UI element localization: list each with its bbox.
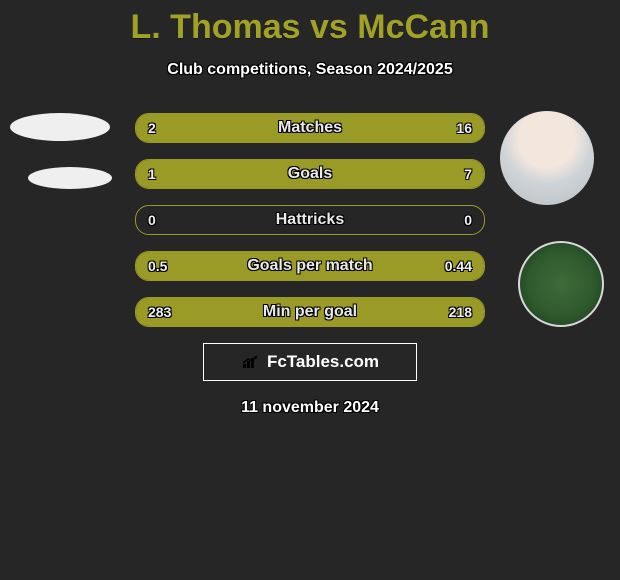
stat-value-right: 0 xyxy=(464,206,472,234)
stat-row: 0 Hattricks 0 xyxy=(135,205,485,235)
stat-label: Hattricks xyxy=(136,206,484,234)
page-title: L. Thomas vs McCann xyxy=(0,0,620,47)
stat-bars: 2 Matches 16 1 Goals 7 0 Hattricks 0 0.5… xyxy=(135,113,485,327)
brand-attribution[interactable]: FcTables.com xyxy=(203,343,417,381)
player-right-avatar xyxy=(500,111,594,205)
stat-bar-left xyxy=(136,114,174,142)
stat-bar-left xyxy=(136,298,331,326)
stat-row: 283 Min per goal 218 xyxy=(135,297,485,327)
player-left-avatar xyxy=(10,113,110,141)
stat-row: 2 Matches 16 xyxy=(135,113,485,143)
stat-row: 0.5 Goals per match 0.44 xyxy=(135,251,485,281)
stat-bar-right xyxy=(174,114,484,142)
player-left-club-badge xyxy=(28,167,112,189)
brand-label: FcTables.com xyxy=(267,352,379,372)
chart-icon xyxy=(241,354,261,370)
stat-bar-left xyxy=(136,252,320,280)
date-label: 11 november 2024 xyxy=(0,399,620,417)
stat-bar-left xyxy=(136,160,178,188)
subtitle: Club competitions, Season 2024/2025 xyxy=(0,61,620,79)
player-right-club-badge xyxy=(518,241,604,327)
stat-bar-right xyxy=(178,160,484,188)
stat-row: 1 Goals 7 xyxy=(135,159,485,189)
stat-value-left: 0 xyxy=(148,206,156,234)
stat-bar-right xyxy=(331,298,484,326)
comparison-content: 2 Matches 16 1 Goals 7 0 Hattricks 0 0.5… xyxy=(0,113,620,417)
stat-bar-right xyxy=(320,252,484,280)
